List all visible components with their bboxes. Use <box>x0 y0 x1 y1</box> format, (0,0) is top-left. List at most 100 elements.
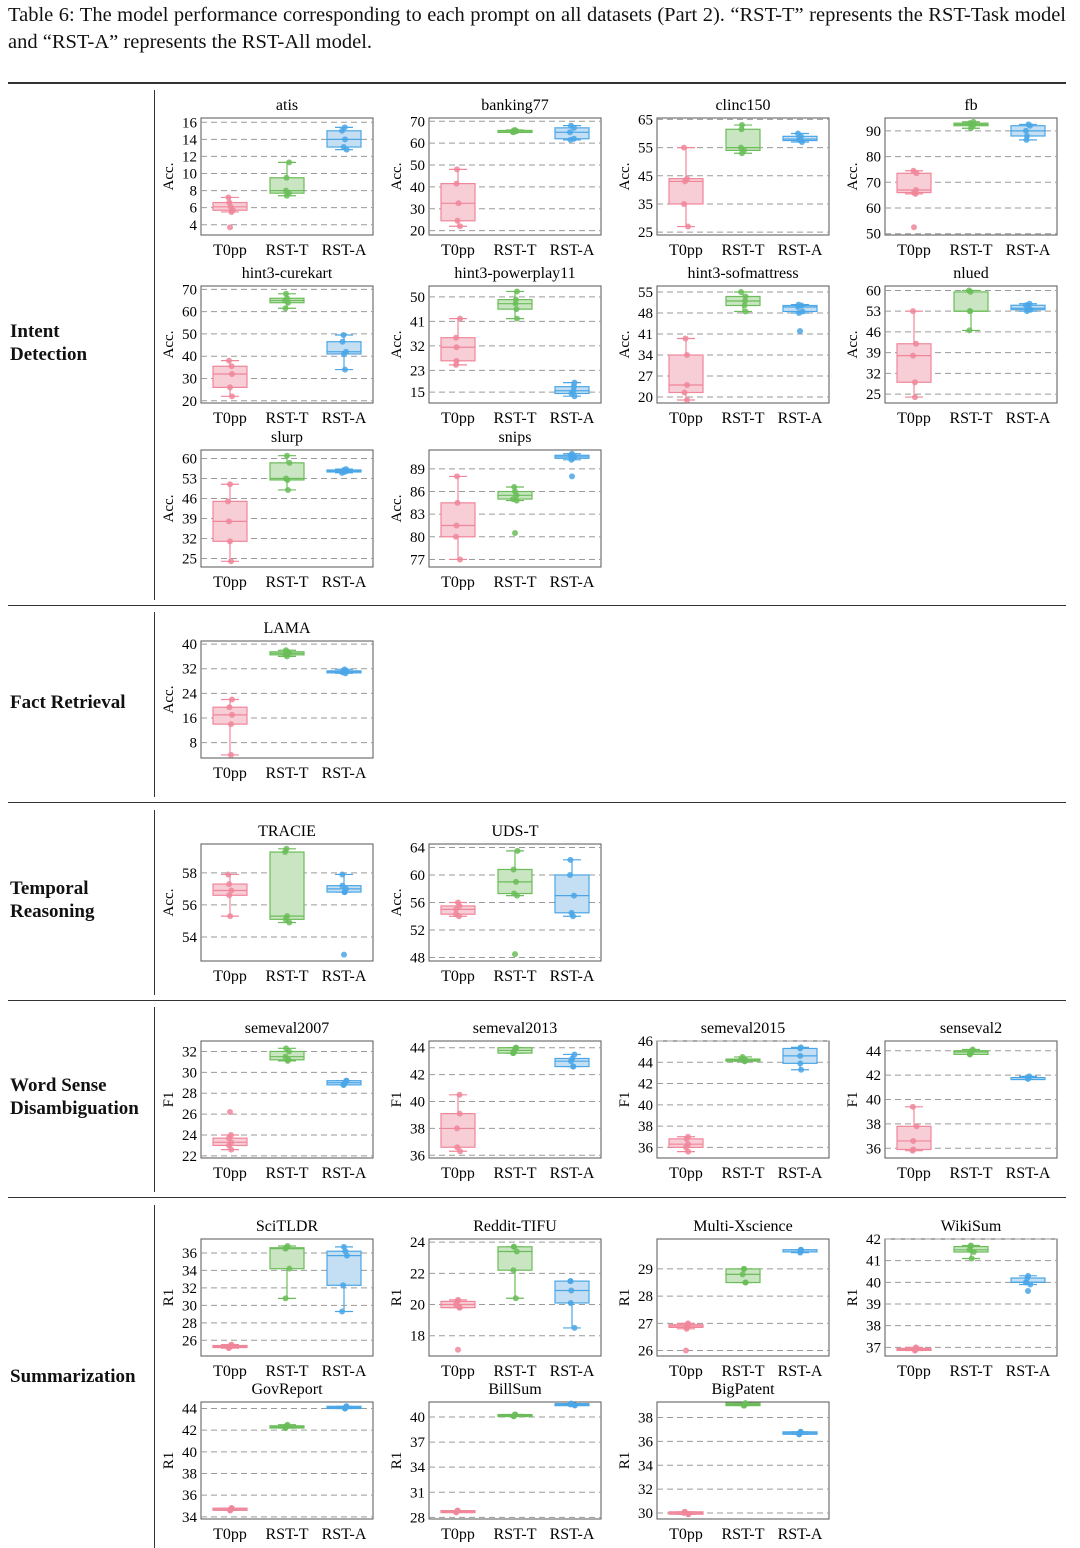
data-point <box>512 1411 519 1418</box>
y-tick-label: 36 <box>638 1140 654 1156</box>
x-tick-label: RST-T <box>950 410 993 426</box>
x-tick-label: RST-A <box>550 1363 595 1379</box>
box-rst-a <box>554 450 590 480</box>
y-tick-label: 24 <box>182 1128 198 1144</box>
data-point <box>453 522 460 529</box>
box-rst-t <box>497 1411 533 1420</box>
boxplot-svg: 18 20 22 24 Reddit-TIFU R1 T0pp RST-T RST-A <box>389 1218 602 1380</box>
y-axis-label: Acc. <box>389 889 405 917</box>
data-point <box>681 389 688 396</box>
data-point <box>967 1242 974 1249</box>
y-tick-label: 25 <box>866 387 881 403</box>
box-iqr <box>269 851 305 920</box>
box-rst-t <box>497 1243 533 1302</box>
box-rst-t <box>269 159 305 199</box>
y-axis-label: R1 <box>845 1289 861 1307</box>
data-point <box>568 1400 575 1407</box>
chart-title: BigPatent <box>711 1381 775 1398</box>
chart-title: Reddit-TIFU <box>473 1218 557 1235</box>
box-rst-t <box>269 1045 305 1064</box>
y-tick-label: 30 <box>182 1065 197 1081</box>
boxplot-lama: 8 16 24 32 40 LAMA Acc. T0pp RST-T RST-A <box>155 616 395 782</box>
y-tick-label: 39 <box>866 1297 881 1313</box>
box-t0pp <box>440 1296 476 1353</box>
data-point <box>226 518 232 525</box>
data-point <box>511 483 518 490</box>
outlier-point <box>683 1347 689 1354</box>
y-tick-label: 58 <box>182 866 197 882</box>
data-point <box>454 499 461 506</box>
box-rst-a <box>554 856 590 920</box>
boxplot-svg: 8 16 24 32 40 LAMA Acc. T0pp RST-T RST-A <box>161 620 374 782</box>
section-divider <box>8 605 1066 606</box>
data-point <box>742 1279 749 1286</box>
x-tick-label: T0pp <box>213 1526 247 1542</box>
box-rst-a <box>782 301 818 334</box>
x-tick-label: T0pp <box>213 574 247 590</box>
x-tick-label: T0pp <box>213 765 247 781</box>
box-rst-a <box>554 1400 590 1409</box>
section-divider <box>8 802 1066 803</box>
boxplot-senseval2: 36 38 40 42 44 senseval2 F1 T0pp RST-T RST-A <box>839 1016 1079 1182</box>
box-rst-t <box>953 1242 989 1262</box>
box-t0pp <box>896 1103 932 1154</box>
x-tick-label: RST-T <box>266 574 309 590</box>
chart-title: semeval2015 <box>701 1020 785 1037</box>
boxplot-hint3-curekart: 20 30 40 50 60 70 hint3-curekart Acc. T0pp RST-T R… <box>155 261 395 427</box>
y-tick-label: 56 <box>182 898 198 914</box>
data-point <box>510 866 517 873</box>
data-point <box>966 327 973 334</box>
plot-area <box>428 1401 602 1520</box>
x-tick-label: RST-A <box>550 968 595 984</box>
box-rst-a <box>782 1044 818 1073</box>
outlier-point <box>512 951 518 958</box>
x-tick-label: T0pp <box>213 968 247 984</box>
chart-title: hint3-powerplay11 <box>454 265 575 282</box>
y-tick-label: 22 <box>410 1266 425 1282</box>
data-point <box>283 290 289 297</box>
y-tick-label: 37 <box>866 1340 882 1356</box>
data-point <box>513 1044 519 1051</box>
box-rst-a <box>782 130 818 145</box>
x-tick-label: RST-T <box>494 242 537 258</box>
data-point <box>282 1295 289 1302</box>
y-tick-label: 70 <box>182 282 197 298</box>
y-axis-label: Acc. <box>161 163 177 191</box>
box-t0pp <box>212 194 248 231</box>
y-tick-label: 34 <box>182 1510 198 1526</box>
y-tick-label: 16 <box>182 115 198 131</box>
x-tick-label: RST-T <box>494 1526 537 1542</box>
data-point <box>797 1052 804 1059</box>
data-point <box>225 871 232 878</box>
x-tick-label: T0pp <box>669 242 703 258</box>
y-tick-label: 41 <box>638 327 653 343</box>
data-point <box>228 558 234 565</box>
data-point <box>229 393 235 400</box>
y-tick-label: 20 <box>638 390 653 406</box>
data-point <box>797 1044 804 1051</box>
y-tick-label: 32 <box>410 339 425 355</box>
data-point <box>225 498 231 505</box>
data-point <box>1025 121 1032 128</box>
data-point <box>568 909 575 916</box>
x-tick-label: T0pp <box>213 1363 247 1379</box>
x-tick-label: RST-T <box>950 242 993 258</box>
data-point <box>228 363 235 370</box>
y-tick-label: 40 <box>638 1098 653 1114</box>
box-rst-t <box>497 127 533 136</box>
y-tick-label: 39 <box>182 511 197 527</box>
boxplot-hint3-sofmattress: 20 27 34 41 48 55 hint3-sofmattress Acc. T0pp RST… <box>611 261 851 427</box>
box-rst-a <box>326 1403 362 1412</box>
y-tick-label: 34 <box>638 348 654 364</box>
data-point <box>284 1242 291 1249</box>
data-point <box>684 382 690 388</box>
x-tick-label: T0pp <box>669 1363 703 1379</box>
y-tick-label: 50 <box>866 227 881 243</box>
box-t0pp <box>212 871 248 920</box>
data-point <box>571 135 577 142</box>
data-point <box>454 1144 461 1151</box>
y-tick-label: 42 <box>410 1068 425 1084</box>
data-point <box>913 1344 919 1351</box>
